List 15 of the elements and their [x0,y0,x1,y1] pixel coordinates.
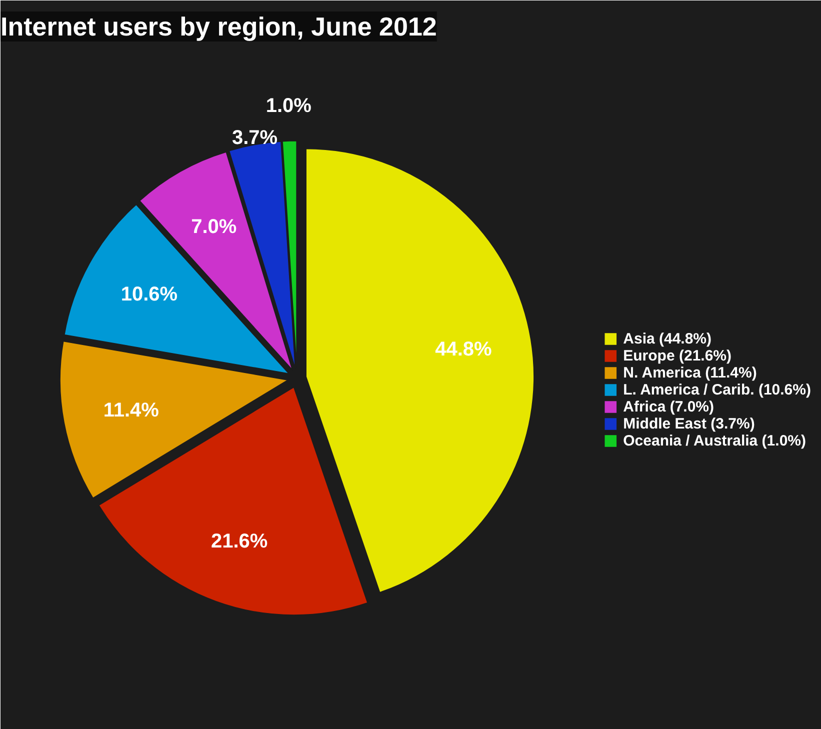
data-label: 44.8% [435,338,492,361]
data-label: 11.4% [103,400,160,422]
legend-label: L. America / Carib. (10.6%) [623,381,811,398]
data-label: 7.0% [191,216,237,238]
data-label: 21.6% [211,530,268,553]
legend-label: Oceania / Australia (1.0%) [623,432,806,449]
legend-label: Europe (21.6%) [623,347,732,364]
chart-title: Internet users by region, June 2012 [0,12,437,42]
data-label: 3.7% [232,126,278,149]
legend-label: N. America (11.4%) [623,364,757,381]
legend-label: Asia (44.8%) [623,330,712,347]
data-label: 10.6% [120,283,178,306]
data-label: 1.0% [266,94,312,117]
legend-label: Middle East (3.7%) [623,415,755,432]
legend-label: Africa (7.0%) [623,398,714,415]
